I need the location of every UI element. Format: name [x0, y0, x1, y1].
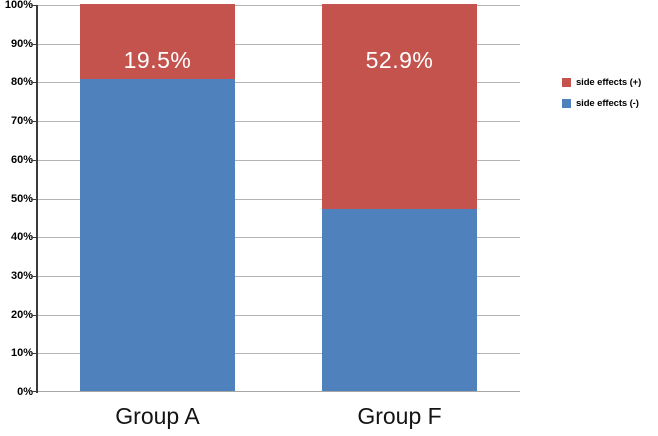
y-tick-mark	[31, 82, 36, 83]
gridline	[38, 5, 520, 6]
bar-group-f	[322, 4, 477, 391]
gridline	[38, 237, 520, 238]
category-label-group-a: Group A	[115, 403, 200, 429]
legend-label: side effects (+)	[576, 77, 642, 88]
y-tick-mark	[31, 353, 36, 354]
gridline	[38, 121, 520, 122]
y-tick-mark	[31, 276, 36, 277]
y-tick-label: 100%	[4, 0, 33, 11]
bar-segment-side-effects	[322, 4, 477, 209]
plot-area	[38, 4, 520, 392]
legend-item-side-effects: side effects (-)	[562, 98, 639, 109]
y-axis-line	[36, 5, 38, 393]
data-label-group-f: 52.9%	[365, 47, 434, 73]
y-tick-mark	[31, 44, 36, 45]
y-tick-mark	[31, 315, 36, 316]
y-tick-label: 50%	[10, 193, 33, 205]
y-tick-label: 0%	[17, 386, 33, 398]
y-tick-label: 60%	[10, 154, 33, 166]
legend-item-side-effects: side effects (+)	[562, 77, 641, 88]
gridline	[38, 82, 520, 83]
y-tick-mark	[31, 199, 36, 200]
y-tick-mark	[31, 121, 36, 122]
legend-swatch-icon	[562, 99, 571, 108]
gridline	[38, 199, 520, 200]
gridline	[38, 160, 520, 161]
y-tick-label: 30%	[10, 270, 33, 282]
bar-segment-side-effects	[322, 209, 477, 391]
y-tick-label: 90%	[10, 38, 33, 50]
bar-segment-side-effects	[80, 79, 235, 391]
y-tick-label: 80%	[10, 76, 33, 88]
y-tick-label: 40%	[10, 231, 33, 243]
gridline	[38, 315, 520, 316]
y-tick-label: 20%	[10, 309, 33, 321]
legend-label: side effects (-)	[576, 98, 639, 109]
gridline	[38, 353, 520, 354]
x-axis-line	[38, 391, 520, 392]
bar-segment-side-effects	[80, 4, 235, 79]
gridline	[38, 276, 520, 277]
y-tick-mark	[31, 5, 36, 6]
y-tick-mark	[31, 391, 36, 392]
gridline	[38, 44, 520, 45]
y-tick-mark	[31, 237, 36, 238]
y-tick-mark	[31, 160, 36, 161]
bar-group-a	[80, 4, 235, 391]
category-label-group-f: Group F	[357, 403, 442, 429]
legend-swatch-icon	[562, 78, 571, 87]
y-tick-label: 70%	[10, 115, 33, 127]
y-tick-label: 10%	[10, 347, 33, 359]
data-label-group-a: 19.5%	[123, 47, 192, 73]
